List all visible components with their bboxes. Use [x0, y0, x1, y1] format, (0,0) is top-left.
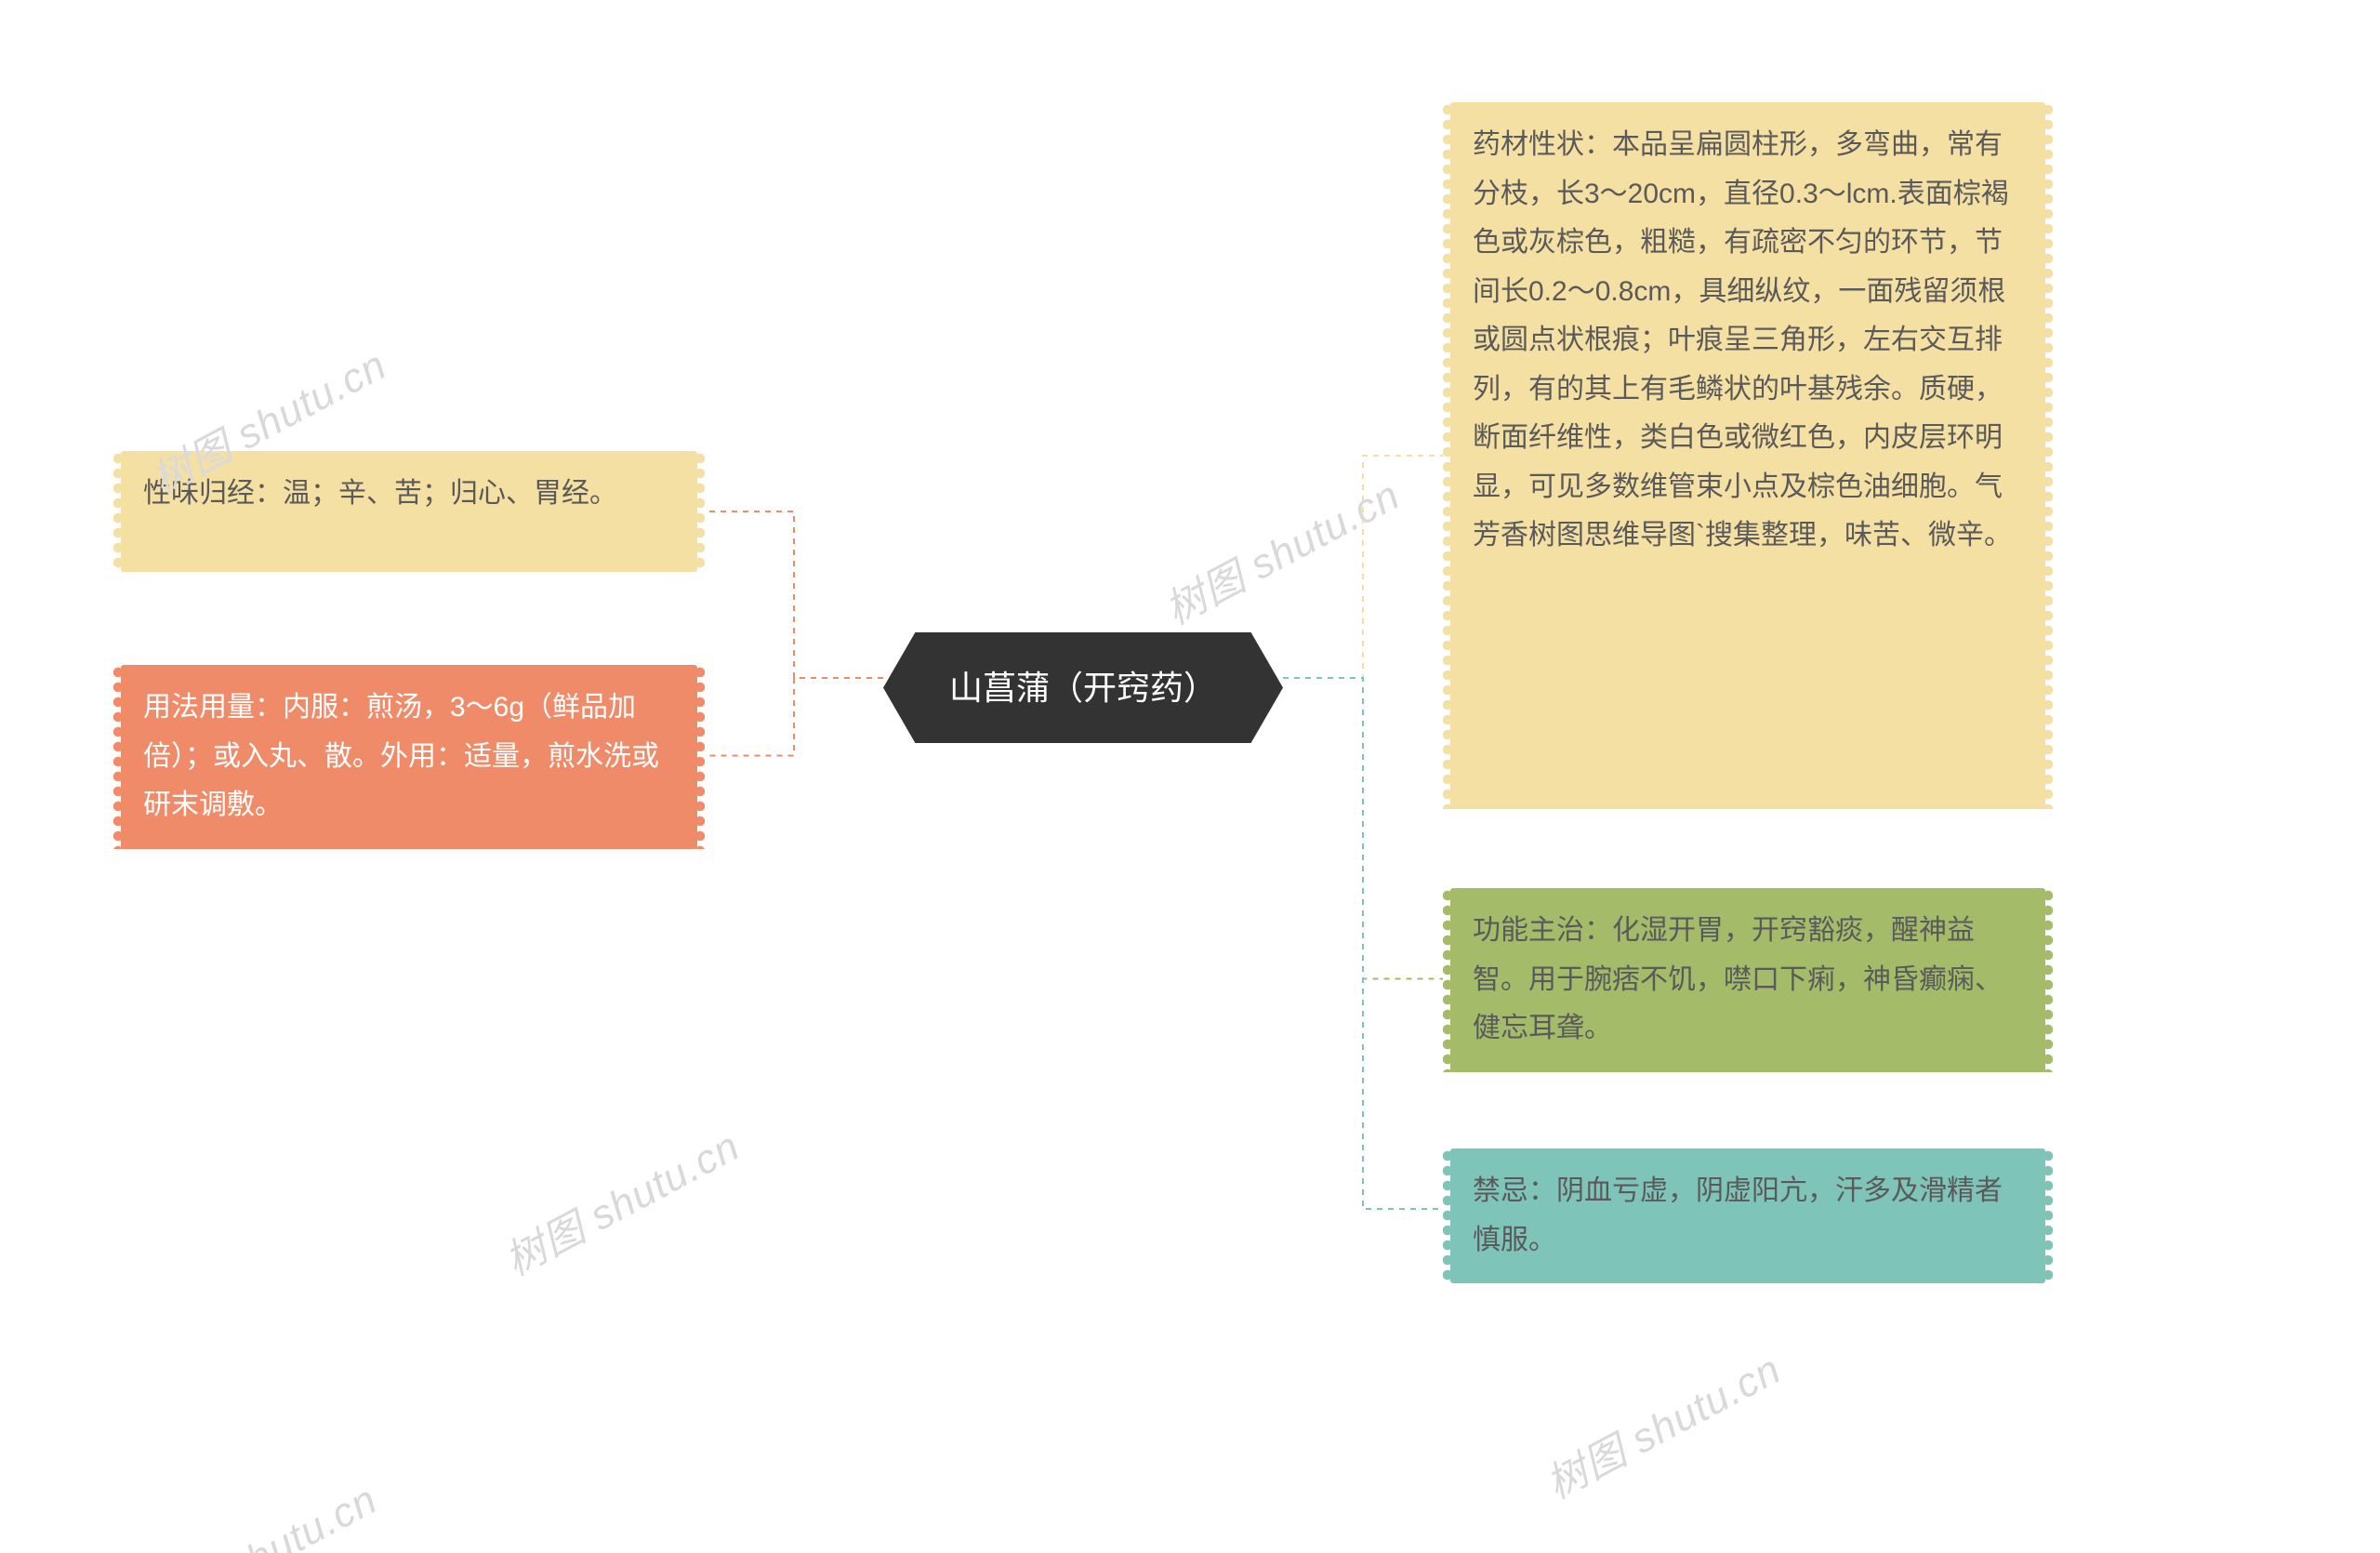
node-functions: 功能主治：化湿开胃，开窍豁痰，醒神益智。用于腕痞不饥，噤口下痢，神昏癫痫、健忘耳…: [1450, 888, 2045, 1072]
watermark: 树图 shutu.cn: [1153, 462, 1408, 636]
node-functions-text: 功能主治：化湿开胃，开窍豁痰，醒神益智。用于腕痞不饥，噤口下痢，神昏癫痫、健忘耳…: [1473, 915, 2003, 1043]
center-node: 山菖蒲（开窍药）: [883, 632, 1283, 743]
node-contraindications: 禁忌：阴血亏虚，阴虚阳亢，汗多及滑精者慎服。: [1450, 1148, 2045, 1283]
node-characteristics-text: 药材性状：本品呈扁圆柱形，多弯曲，常有分枝，长3～20cm，直径0.3～lcm.…: [1473, 129, 2012, 551]
node-characteristics: 药材性状：本品呈扁圆柱形，多弯曲，常有分枝，长3～20cm，直径0.3～lcm.…: [1450, 102, 2045, 809]
node-usage: 用法用量：内服：煎汤，3～6g（鲜品加倍）；或入丸、散。外用：适量，煎水洗或研末…: [121, 665, 697, 849]
watermark: 树图 shutu.cn: [130, 1467, 386, 1553]
watermark: 树图 shutu.cn: [493, 1113, 748, 1287]
watermark: 树图 shutu.cn: [1534, 1336, 1790, 1510]
mindmap-canvas: 山菖蒲（开窍药） 性味归经：温；辛、苦；归心、胃经。 用法用量：内服：煎汤，3～…: [0, 0, 2380, 1553]
node-nature: 性味归经：温；辛、苦；归心、胃经。: [121, 451, 697, 572]
node-nature-text: 性味归经：温；辛、苦；归心、胃经。: [143, 478, 617, 509]
node-contraindications-text: 禁忌：阴血亏虚，阴虚阳亢，汗多及滑精者慎服。: [1473, 1175, 2003, 1255]
center-node-label: 山菖蒲（开窍药）: [949, 669, 1217, 707]
node-usage-text: 用法用量：内服：煎汤，3～6g（鲜品加倍）；或入丸、散。外用：适量，煎水洗或研末…: [143, 692, 659, 820]
